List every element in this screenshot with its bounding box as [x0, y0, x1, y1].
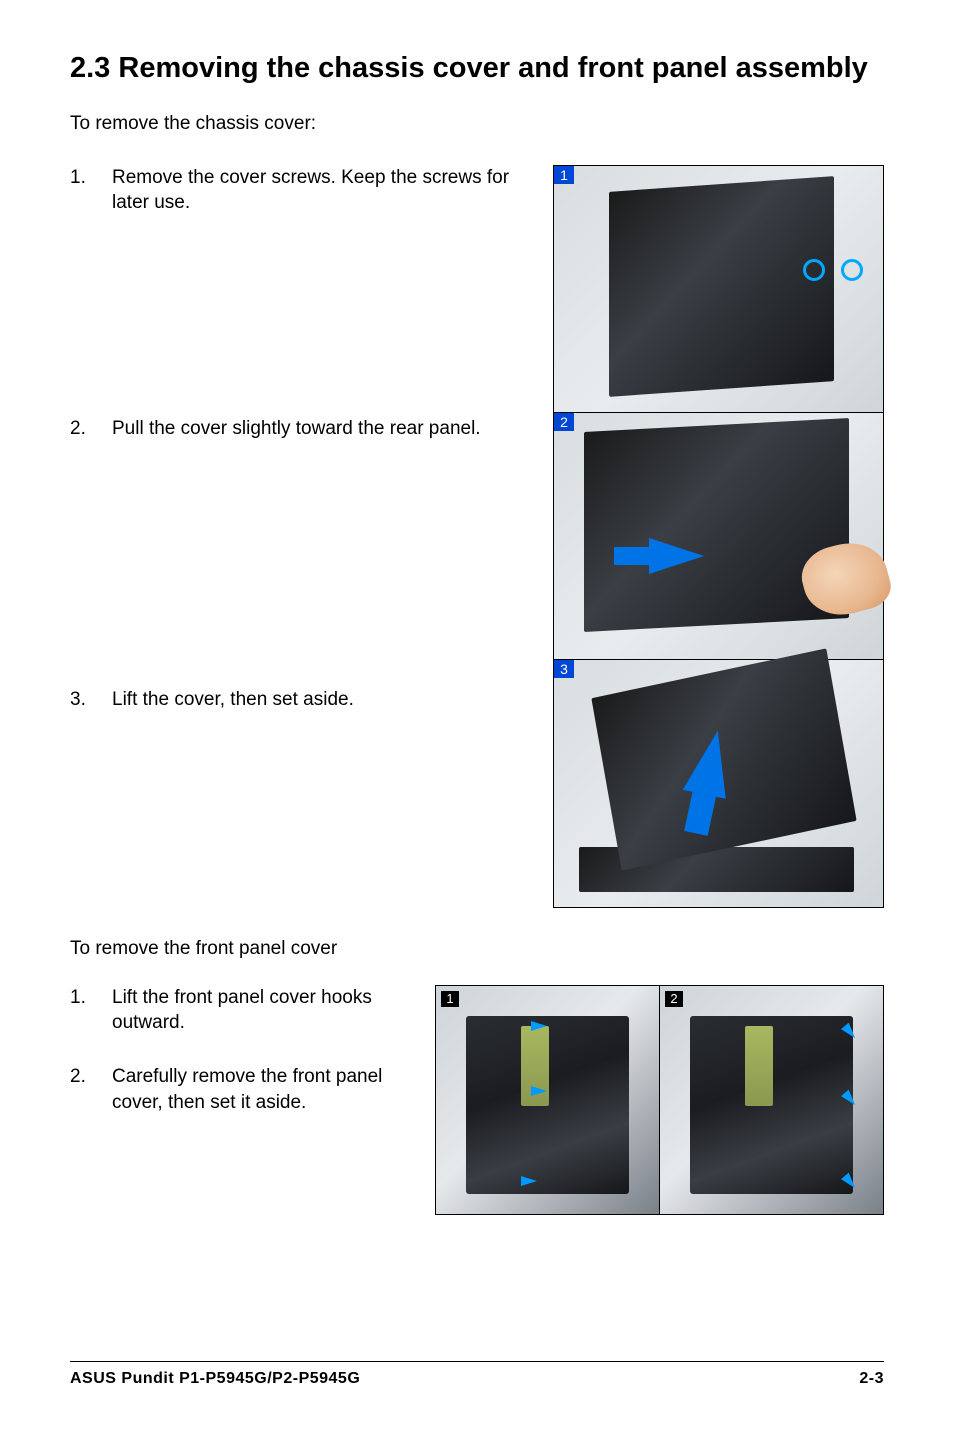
- image-panel-3: 3: [554, 660, 883, 907]
- front-step-2: 2. Carefully remove the front panel cove…: [70, 1064, 415, 1115]
- subheading-text: To remove the front panel cover: [70, 938, 884, 960]
- page-footer: ASUS Pundit P1-P5945G/P2-P5945G 2-3: [70, 1361, 884, 1388]
- hook-arrow-icon: [531, 1021, 547, 1031]
- step-number: 1.: [70, 985, 112, 1036]
- step-number: 3.: [70, 687, 112, 713]
- step-number: 2.: [70, 1064, 112, 1115]
- image-badge: 3: [554, 660, 574, 678]
- image-stack: 1 2 3: [553, 165, 884, 908]
- arrow-right-icon: [649, 538, 704, 574]
- steps-column: 1. Remove the cover screws. Keep the scr…: [70, 165, 553, 713]
- intro-text: To remove the chassis cover:: [70, 113, 884, 135]
- dual-image-box: 1 2: [435, 985, 884, 1215]
- screw-highlight-icon: [803, 259, 825, 281]
- dual-badge: 2: [665, 991, 683, 1007]
- step-text: Carefully remove the front panel cover, …: [112, 1064, 415, 1115]
- front-step-1: 1. Lift the front panel cover hooks outw…: [70, 985, 415, 1036]
- chassis-graphic: [609, 176, 834, 397]
- footer-product: ASUS Pundit P1-P5945G/P2-P5945G: [70, 1370, 360, 1388]
- step-1: 1. Remove the cover screws. Keep the scr…: [70, 165, 533, 216]
- images-column: 1 2 3: [553, 165, 884, 908]
- bottom-steps: 1. Lift the front panel cover hooks outw…: [70, 985, 435, 1116]
- image-badge: 2: [554, 413, 574, 431]
- step-number: 1.: [70, 165, 112, 216]
- bottom-row: 1. Lift the front panel cover hooks outw…: [70, 985, 884, 1215]
- step-text: Lift the cover, then set aside.: [112, 687, 533, 713]
- footer-page-number: 2-3: [859, 1370, 884, 1388]
- dual-panel-2: 2: [660, 986, 883, 1214]
- step-text: Pull the cover slightly toward the rear …: [112, 416, 533, 442]
- step-text: Remove the cover screws. Keep the screws…: [112, 165, 533, 216]
- pcb-graphic: [745, 1026, 773, 1106]
- hook-arrow-icon: [531, 1086, 547, 1096]
- step-number: 2.: [70, 416, 112, 442]
- image-panel-2: 2: [554, 413, 883, 660]
- content-row: 1. Remove the cover screws. Keep the scr…: [70, 165, 884, 908]
- hook-arrow-icon: [521, 1176, 537, 1186]
- section-title: 2.3 Removing the chassis cover and front…: [70, 50, 884, 88]
- image-badge: 1: [554, 166, 574, 184]
- screw-highlight-icon: [841, 259, 863, 281]
- step-2: 2. Pull the cover slightly toward the re…: [70, 416, 533, 442]
- image-panel-1: 1: [554, 166, 883, 413]
- dual-badge: 1: [441, 991, 459, 1007]
- bottom-images: 1 2: [435, 985, 884, 1215]
- step-3: 3. Lift the cover, then set aside.: [70, 687, 533, 713]
- dual-panel-1: 1: [436, 986, 660, 1214]
- step-text: Lift the front panel cover hooks outward…: [112, 985, 415, 1036]
